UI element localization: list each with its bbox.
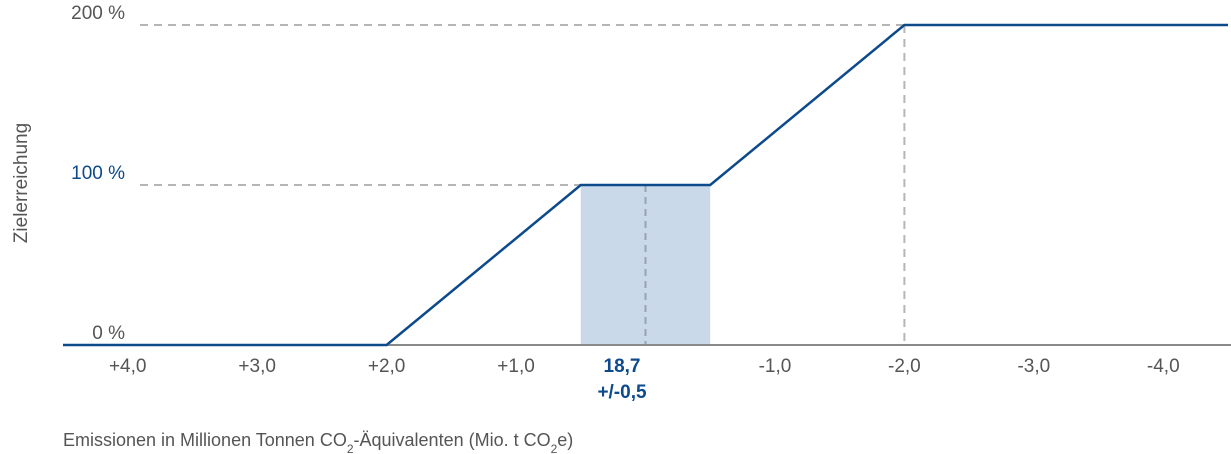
y-tick-label: 0 %: [92, 323, 125, 344]
x-axis-label-suffix: e): [557, 430, 573, 450]
x-tick-label: -1,0: [759, 356, 792, 377]
target-tolerance-label: +/-0,5: [597, 382, 647, 403]
series-line-layer: [63, 23, 1228, 347]
y-tick-labels: 0 % 100 % 200 %: [71, 3, 125, 344]
x-tick-label: +3,0: [238, 356, 276, 377]
y-tick-label: 100 %: [71, 163, 125, 184]
x-axis-label: Emissionen in Millionen Tonnen CO2-Äquiv…: [63, 430, 573, 454]
x-axis-label-subscript-1: 2: [347, 442, 354, 454]
x-tick-label: +1,0: [497, 356, 535, 377]
gridlines: [140, 24, 906, 345]
x-tick-labels: +4,0 +3,0 +2,0 +1,0 -1,0 -2,0 -3,0 -4,0: [109, 356, 1180, 377]
y-axis-label: Zielerreichung: [11, 123, 32, 243]
x-tick-label: -3,0: [1017, 356, 1050, 377]
series-line: [63, 23, 1228, 347]
x-axis-label-prefix: Emissionen in Millionen Tonnen CO: [63, 430, 347, 450]
x-axis-label-middle: -Äquivalenten (Mio. t CO: [354, 430, 551, 450]
x-tick-label: -4,0: [1147, 356, 1180, 377]
x-axis-label-subscript-2: 2: [551, 442, 558, 454]
x-tick-label: -2,0: [888, 356, 921, 377]
x-tick-label: +2,0: [368, 356, 406, 377]
x-tick-label: +4,0: [109, 356, 147, 377]
target-value-label: 18,7: [604, 356, 641, 377]
y-tick-label: 200 %: [71, 3, 125, 24]
